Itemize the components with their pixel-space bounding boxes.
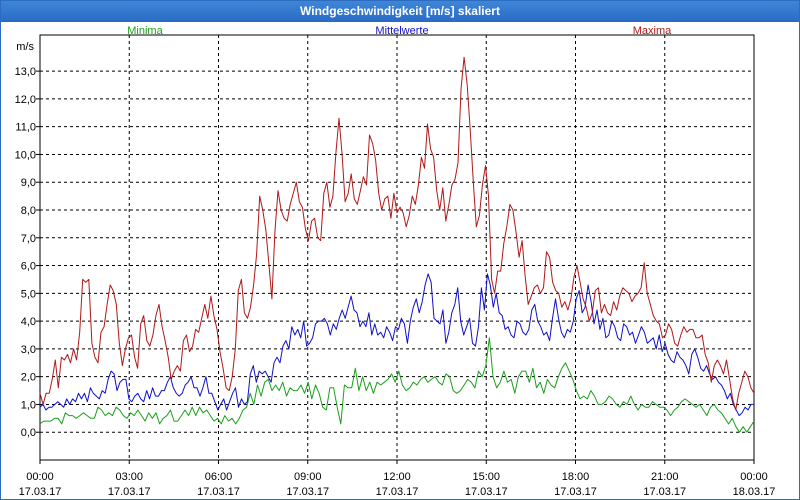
chart-title: Windgeschwindigkeit [m/s] skaliert bbox=[1, 1, 799, 22]
y-tick-label: 0,0 bbox=[21, 427, 36, 439]
y-tick-label: 1,0 bbox=[21, 399, 36, 411]
series-layer bbox=[39, 56, 755, 433]
x-tick-date: 17.03.17 bbox=[286, 486, 329, 498]
x-axis-ticks: 00:00 17.03.17 03:00 17.03.17 06:00 17.03.17 0… bbox=[19, 460, 776, 498]
y-axis-ticks: 0,0 1,0 2,0 3,0 4,0 5,0 6,0 7,0 8,0 9,0 10,0 11,0 12… bbox=[15, 66, 40, 439]
x-tick-date: 18.03.17 bbox=[733, 486, 776, 498]
legend-item-minima: Minima bbox=[127, 25, 163, 37]
series-line-maxima bbox=[39, 56, 755, 411]
x-tick-time: 18:00 bbox=[562, 471, 590, 483]
y-tick-label: 4,0 bbox=[21, 316, 36, 328]
y-tick-label: 8,0 bbox=[21, 205, 36, 217]
y-tick-label: 7,0 bbox=[21, 233, 36, 245]
y-tick-label: 12,0 bbox=[15, 94, 36, 106]
y-tick-label: 3,0 bbox=[21, 344, 36, 356]
x-tick-date: 17.03.17 bbox=[108, 486, 151, 498]
series-line-mittelwerte bbox=[39, 273, 754, 417]
x-tick-time: 03:00 bbox=[115, 471, 143, 483]
y-tick-label: 13,0 bbox=[15, 66, 36, 78]
legend: Minima Mittelwerte Maxima bbox=[127, 25, 672, 37]
y-tick-label: 2,0 bbox=[21, 372, 36, 384]
y-tick-label: 9,0 bbox=[21, 177, 36, 189]
x-tick-time: 15:00 bbox=[472, 471, 500, 483]
x-tick-time: 21:00 bbox=[651, 471, 679, 483]
y-tick-label: 6,0 bbox=[21, 261, 36, 273]
legend-item-mittelwerte: Mittelwerte bbox=[375, 25, 428, 37]
x-tick-date: 17.03.17 bbox=[465, 486, 508, 498]
x-tick-time: 00:00 bbox=[740, 471, 768, 483]
x-tick-date: 17.03.17 bbox=[376, 486, 419, 498]
x-tick-date: 17.03.17 bbox=[19, 486, 62, 498]
series-line-minima bbox=[39, 337, 755, 433]
y-tick-label: 11,0 bbox=[15, 122, 36, 134]
x-tick-date: 17.03.17 bbox=[197, 486, 240, 498]
x-tick-time: 06:00 bbox=[205, 471, 233, 483]
x-tick-time: 00:00 bbox=[26, 471, 54, 483]
x-tick-time: 12:00 bbox=[383, 471, 411, 483]
y-axis-label: m/s bbox=[16, 41, 34, 53]
x-tick-date: 17.03.17 bbox=[554, 486, 597, 498]
x-tick-time: 09:00 bbox=[294, 471, 322, 483]
y-tick-label: 5,0 bbox=[21, 288, 36, 300]
x-tick-date: 17.03.17 bbox=[643, 486, 686, 498]
y-tick-label: 10,0 bbox=[15, 149, 36, 161]
legend-item-maxima: Maxima bbox=[633, 25, 672, 37]
